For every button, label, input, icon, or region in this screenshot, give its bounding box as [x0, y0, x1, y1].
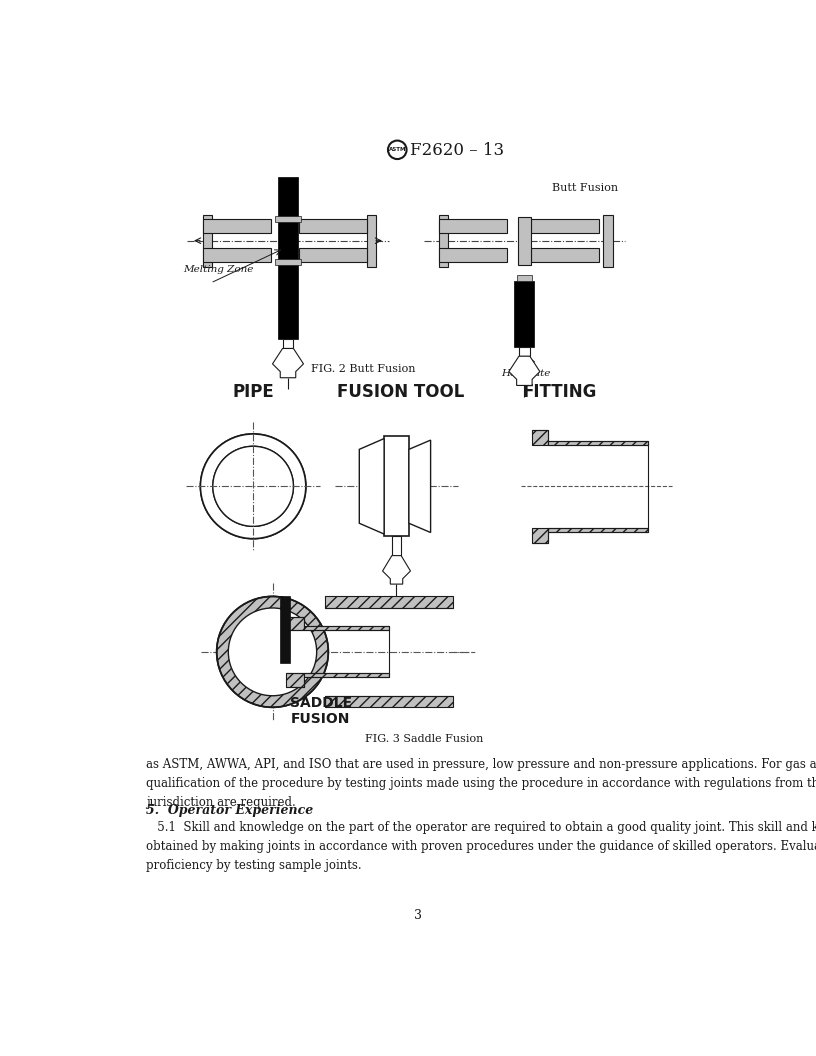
Bar — [603, 214, 613, 267]
Circle shape — [201, 434, 306, 539]
Text: Butt Fusion: Butt Fusion — [552, 184, 618, 193]
Text: ASTM: ASTM — [388, 148, 406, 152]
Bar — [202, 248, 271, 262]
Text: Hot Plate: Hot Plate — [501, 369, 551, 377]
Circle shape — [217, 597, 328, 708]
Text: FUSION TOOL: FUSION TOOL — [337, 383, 464, 401]
Bar — [514, 282, 534, 347]
Bar — [392, 536, 401, 555]
Bar — [202, 220, 271, 233]
Circle shape — [213, 447, 294, 526]
Bar — [278, 176, 298, 339]
Bar — [202, 214, 212, 267]
Bar — [326, 696, 453, 708]
Bar — [518, 216, 530, 265]
Bar — [517, 276, 532, 282]
Polygon shape — [359, 438, 384, 534]
Text: PIPE: PIPE — [233, 383, 274, 401]
Text: Melting Zone: Melting Zone — [184, 265, 254, 275]
Text: F2620 – 13: F2620 – 13 — [410, 143, 504, 159]
Bar — [286, 617, 304, 630]
Bar — [519, 347, 530, 356]
Bar — [439, 248, 508, 262]
Polygon shape — [509, 356, 540, 385]
Bar — [439, 220, 508, 233]
Bar — [384, 436, 409, 536]
Circle shape — [228, 608, 317, 696]
Text: 5.  Operator Experience: 5. Operator Experience — [146, 805, 313, 817]
Bar — [275, 216, 301, 222]
Bar — [299, 220, 367, 233]
Bar — [282, 339, 294, 348]
Bar — [275, 259, 301, 265]
Bar — [439, 214, 449, 267]
Polygon shape — [383, 555, 410, 584]
Bar — [530, 248, 599, 262]
Circle shape — [388, 140, 406, 159]
Polygon shape — [273, 348, 304, 378]
Bar — [548, 528, 649, 532]
Text: as ASTM, AWWA, API, and ISO that are used in pressure, low pressure and non-pres: as ASTM, AWWA, API, and ISO that are use… — [146, 758, 816, 809]
Bar — [532, 528, 548, 543]
Text: FIG. 3 Saddle Fusion: FIG. 3 Saddle Fusion — [366, 734, 484, 743]
Text: 3: 3 — [415, 909, 422, 923]
Text: FITTING: FITTING — [522, 383, 596, 401]
Bar — [299, 248, 367, 262]
Bar — [280, 597, 290, 663]
Bar — [286, 674, 304, 686]
Text: 5.1  Skill and knowledge on the part of the operator are required to obtain a go: 5.1 Skill and knowledge on the part of t… — [146, 822, 816, 872]
Bar — [548, 441, 649, 445]
Text: SADDLE
FUSION: SADDLE FUSION — [290, 696, 353, 725]
Bar — [304, 674, 388, 677]
Bar — [530, 220, 599, 233]
Text: FIG. 2 Butt Fusion: FIG. 2 Butt Fusion — [311, 364, 415, 374]
Circle shape — [213, 447, 294, 526]
Circle shape — [201, 434, 306, 539]
Polygon shape — [409, 440, 431, 532]
Bar — [326, 597, 453, 608]
Bar — [532, 430, 548, 445]
Bar — [367, 214, 376, 267]
Bar — [304, 626, 388, 630]
